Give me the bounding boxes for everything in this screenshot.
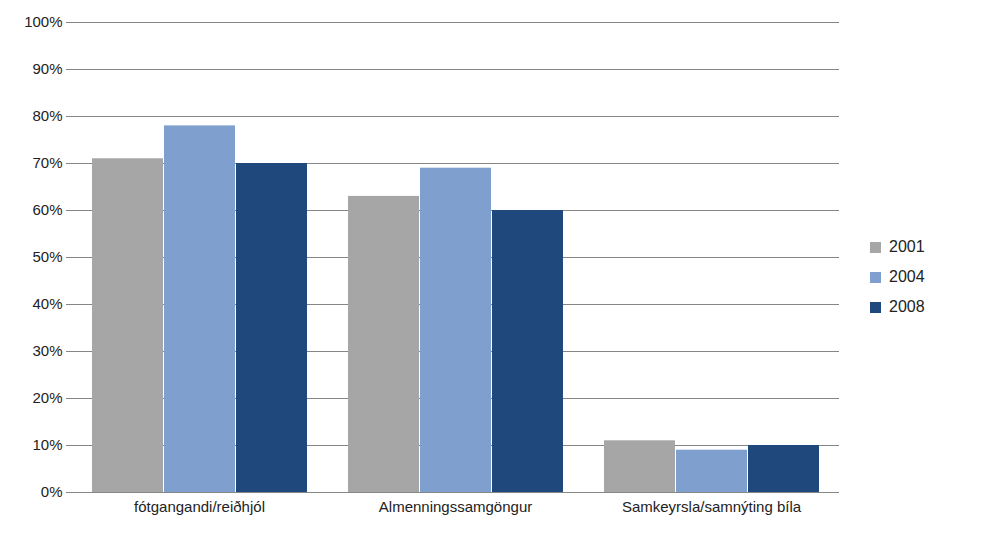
svg-text:Almenningssamgöngur: Almenningssamgöngur (379, 498, 532, 515)
svg-text:70%: 70% (32, 154, 62, 171)
svg-text:fótgangandi/reiðhjól: fótgangandi/reiðhjól (134, 498, 265, 515)
svg-text:40%: 40% (32, 295, 62, 312)
html-text:2008: 2008 (889, 298, 925, 315)
html-text:2004: 2004 (889, 268, 925, 285)
svg-text:0%: 0% (41, 483, 63, 500)
svg-text:30%: 30% (32, 342, 62, 359)
svg-text:60%: 60% (32, 201, 62, 218)
svg-text:20%: 20% (32, 389, 62, 406)
svg-text:90%: 90% (32, 60, 62, 77)
svg-text:100%: 100% (24, 13, 62, 30)
svg-text:10%: 10% (32, 436, 62, 453)
svg-text:50%: 50% (32, 248, 62, 265)
html-text:2001: 2001 (889, 238, 925, 255)
svg-text:Samkeyrsla/samnýting bíla: Samkeyrsla/samnýting bíla (622, 498, 802, 515)
svg-text:80%: 80% (32, 107, 62, 124)
